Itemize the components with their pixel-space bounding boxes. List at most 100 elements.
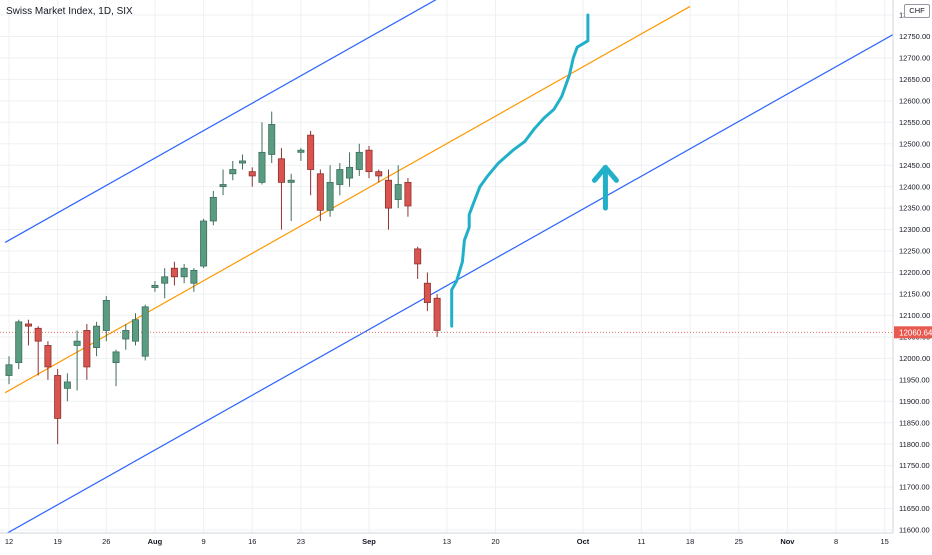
candle-body [404, 181, 412, 207]
candle-body [229, 169, 237, 175]
candle [375, 169, 383, 183]
price-tick-label: 12350.00 [899, 204, 930, 213]
candle-body [131, 319, 139, 342]
candle-body [24, 323, 32, 327]
candle-body [170, 267, 178, 278]
candle-body [93, 325, 101, 349]
candle-body [44, 345, 52, 368]
candle-body [122, 330, 130, 340]
candle [73, 330, 81, 391]
time-tick-label: Nov [780, 537, 795, 546]
time-tick-label: 16 [248, 537, 256, 546]
candle [268, 111, 276, 164]
candle-body [102, 299, 110, 331]
candle-body [307, 134, 315, 170]
candle-body [239, 160, 247, 164]
candle-body [297, 149, 305, 153]
candle [248, 167, 256, 187]
candle-body [219, 184, 227, 188]
candle-body [151, 284, 159, 288]
candle [414, 246, 422, 279]
candle-body [394, 184, 402, 200]
price-tick-label: 12100.00 [899, 311, 930, 320]
candle-body [15, 321, 23, 364]
candle-body [258, 151, 266, 183]
price-tick-label: 12550.00 [899, 118, 930, 127]
last-price-badge [894, 326, 932, 339]
middle-trend-line [4, 5, 691, 394]
candle-body [287, 179, 295, 183]
time-tick-label: 20 [491, 537, 499, 546]
candle [24, 319, 32, 346]
time-tick-label: 15 [881, 537, 889, 546]
candle [316, 169, 324, 221]
candle [102, 296, 110, 342]
candle [365, 145, 373, 179]
candle [34, 326, 42, 376]
candle [277, 148, 285, 230]
trend-lines [0, 0, 893, 533]
price-tick-label: 12650.00 [899, 75, 930, 84]
candle [131, 313, 139, 346]
candle [190, 268, 198, 292]
price-tick-label: 11950.00 [899, 375, 930, 384]
candle-body [414, 248, 422, 265]
candle [44, 341, 52, 380]
candle-body [355, 151, 363, 170]
candle-body [209, 196, 217, 222]
candle-body [141, 306, 149, 357]
candle [384, 169, 392, 230]
candle-body [180, 267, 188, 278]
price-tick-label: 12250.00 [899, 247, 930, 256]
price-tick-label: 11650.00 [899, 504, 930, 513]
candle [355, 143, 363, 176]
candle [93, 321, 101, 357]
upper-channel-line [4, 0, 437, 243]
candle-body [54, 375, 62, 419]
chart-title: Swiss Market Index, 1D, SIX [6, 6, 133, 17]
price-tick-label: 12700.00 [899, 54, 930, 63]
candle-body [423, 282, 431, 303]
candle [112, 349, 120, 387]
candle [297, 148, 305, 161]
candle-body [375, 171, 383, 177]
price-tick-label: 12750.00 [899, 32, 930, 41]
currency-badge[interactable]: CHF [904, 4, 930, 18]
time-tick-label: Oct [577, 537, 590, 546]
candle [200, 218, 208, 269]
candle [122, 324, 130, 350]
time-tick-label: 9 [202, 537, 206, 546]
candle-body [83, 330, 91, 368]
candle [336, 163, 344, 196]
price-tick-label: 11800.00 [899, 440, 930, 449]
price-axis[interactable]: 11600.00 11650.00 11700.00 11750.00 11800.00… [892, 0, 932, 535]
time-tick-label: 23 [297, 537, 305, 546]
candle [258, 122, 266, 185]
candle-body [384, 179, 392, 209]
candle [307, 130, 315, 196]
candle-body [112, 351, 120, 364]
price-tick-label: 11750.00 [899, 461, 930, 470]
arrow-up-head [591, 164, 619, 183]
time-tick-label: 18 [686, 537, 694, 546]
candle [433, 293, 441, 337]
price-tick-label: 11600.00 [899, 526, 930, 535]
candle [326, 165, 334, 217]
candle-body [346, 166, 354, 179]
candle-body [248, 171, 256, 177]
candles [5, 111, 441, 445]
candle [5, 356, 13, 385]
time-axis[interactable]: 12 19 26 Aug 9 16 23 Sep 13 20 Oct 11 18 25 Nov 8 15 [0, 532, 893, 546]
candle [151, 281, 159, 292]
lower-channel-line [6, 33, 893, 533]
time-tick-label: 25 [735, 537, 743, 546]
time-tick-label: Aug [148, 537, 163, 546]
candle [54, 369, 62, 445]
candle [161, 268, 169, 299]
candle-body [277, 158, 285, 183]
candle-body [326, 181, 334, 211]
candle [219, 169, 227, 196]
candle [346, 152, 354, 187]
